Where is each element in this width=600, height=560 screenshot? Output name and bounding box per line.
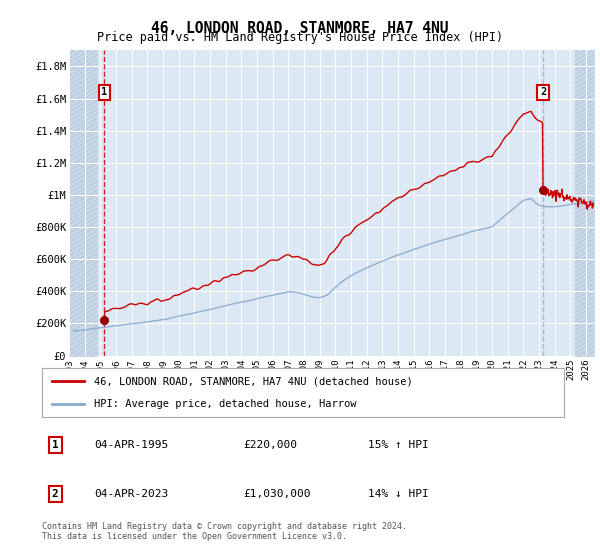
Text: 2: 2 <box>540 87 547 97</box>
Text: 1: 1 <box>101 87 107 97</box>
Text: 46, LONDON ROAD, STANMORE, HA7 4NU: 46, LONDON ROAD, STANMORE, HA7 4NU <box>151 21 449 36</box>
Text: 04-APR-1995: 04-APR-1995 <box>94 440 169 450</box>
Text: 04-APR-2023: 04-APR-2023 <box>94 489 169 499</box>
Text: 1: 1 <box>52 440 58 450</box>
Text: Contains HM Land Registry data © Crown copyright and database right 2024.
This d: Contains HM Land Registry data © Crown c… <box>42 522 407 542</box>
Text: 2: 2 <box>52 489 58 499</box>
Text: £1,030,000: £1,030,000 <box>243 489 310 499</box>
Text: Price paid vs. HM Land Registry's House Price Index (HPI): Price paid vs. HM Land Registry's House … <box>97 31 503 44</box>
Text: 15% ↑ HPI: 15% ↑ HPI <box>368 440 429 450</box>
Text: HPI: Average price, detached house, Harrow: HPI: Average price, detached house, Harr… <box>94 399 357 409</box>
Text: 14% ↓ HPI: 14% ↓ HPI <box>368 489 429 499</box>
Text: 46, LONDON ROAD, STANMORE, HA7 4NU (detached house): 46, LONDON ROAD, STANMORE, HA7 4NU (deta… <box>94 376 413 386</box>
Text: £220,000: £220,000 <box>243 440 297 450</box>
